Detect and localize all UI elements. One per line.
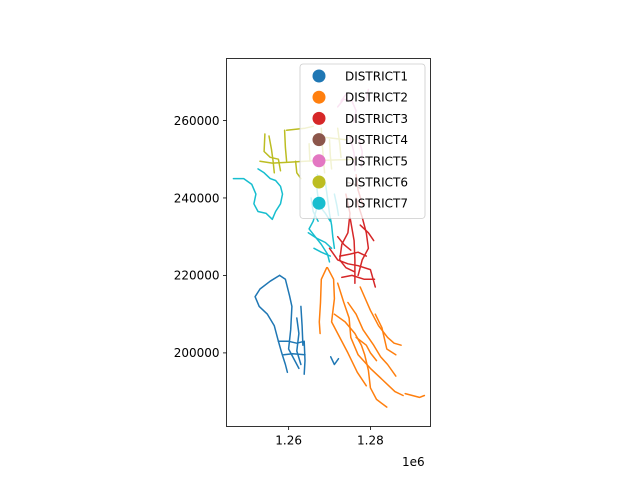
district1-line <box>254 274 289 374</box>
district6-line <box>294 160 302 180</box>
y-axis: 200000 220000 240000 260000 <box>174 114 227 360</box>
legend-marker <box>312 69 326 83</box>
axes-frame <box>226 58 431 427</box>
legend-label: DISTRICT5 <box>345 154 408 168</box>
legend-marker <box>312 175 326 189</box>
district3-line <box>336 235 352 251</box>
legend-marker <box>312 154 326 168</box>
district1-line <box>278 274 300 370</box>
legend-label: DISTRICT4 <box>345 133 408 147</box>
legend-marker <box>312 90 326 104</box>
district2-line <box>326 266 368 387</box>
district3-line <box>349 216 356 284</box>
legend-label: DISTRICT2 <box>345 91 408 105</box>
legend-label: DISTRICT3 <box>345 112 408 126</box>
district2-line <box>374 313 397 356</box>
district7-line <box>313 247 332 257</box>
x-tick-label: 1.28 <box>357 434 384 448</box>
district3-line <box>328 247 377 288</box>
legend-box <box>299 63 426 219</box>
district6-line <box>283 129 288 162</box>
district2-line <box>336 282 404 397</box>
district2-line <box>347 301 397 377</box>
district1-line <box>296 317 302 366</box>
y-tick-label: 220000 <box>174 269 220 283</box>
x-tick-label: 1.26 <box>275 434 302 448</box>
district1-line <box>282 352 306 356</box>
district3-line <box>359 224 375 242</box>
district2-line <box>333 313 388 408</box>
x-axis-offset-label: 1e6 <box>402 455 425 469</box>
district1-line <box>300 305 304 346</box>
y-tick-label: 260000 <box>174 114 220 128</box>
district2-line <box>355 336 378 362</box>
district6-line <box>268 135 276 174</box>
legend-marker <box>312 196 326 210</box>
y-tick-label: 200000 <box>174 346 220 360</box>
legend-marker <box>312 133 326 147</box>
district7-line <box>307 232 333 250</box>
district2-line <box>404 392 426 399</box>
legend: DISTRICT1 DISTRICT2 DISTRICT3 DISTRICT4 DIST… <box>299 63 426 219</box>
legend-marker <box>312 111 326 125</box>
district2-line <box>318 266 328 335</box>
district1-line <box>277 340 306 375</box>
legend-label: DISTRICT6 <box>345 176 408 190</box>
legend-label: DISTRICT7 <box>345 197 408 211</box>
legend-label: DISTRICT1 <box>345 70 408 84</box>
x-axis: 1.26 1.28 <box>275 426 384 448</box>
district7-line <box>232 168 284 221</box>
district3-line <box>341 274 376 281</box>
district1-line <box>329 356 340 366</box>
y-tick-label: 240000 <box>174 191 220 205</box>
